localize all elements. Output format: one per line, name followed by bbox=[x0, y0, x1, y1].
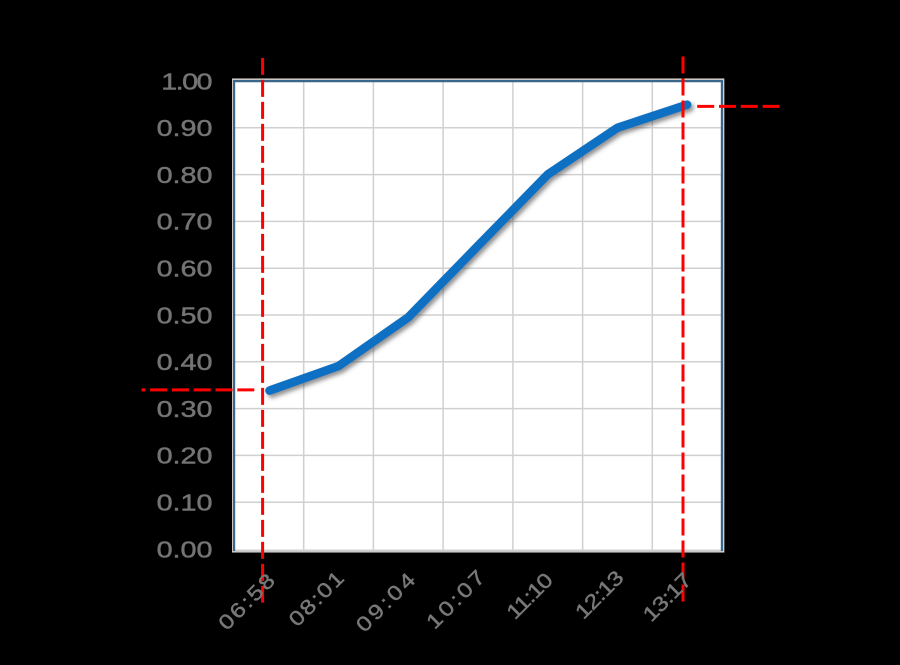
svg-text:0.50: 0.50 bbox=[157, 302, 213, 329]
svg-text:0.10: 0.10 bbox=[157, 489, 213, 516]
svg-text:0.00: 0.00 bbox=[157, 536, 213, 563]
svg-text:0.40: 0.40 bbox=[157, 349, 213, 376]
svg-text:0.90: 0.90 bbox=[157, 115, 213, 142]
svg-text:0.80: 0.80 bbox=[157, 162, 213, 189]
svg-text:1.00: 1.00 bbox=[161, 68, 212, 95]
svg-text:0.70: 0.70 bbox=[157, 208, 213, 235]
svg-text:0.30: 0.30 bbox=[157, 396, 213, 423]
svg-text:0.60: 0.60 bbox=[157, 255, 213, 282]
svg-text:0.20: 0.20 bbox=[157, 442, 213, 469]
